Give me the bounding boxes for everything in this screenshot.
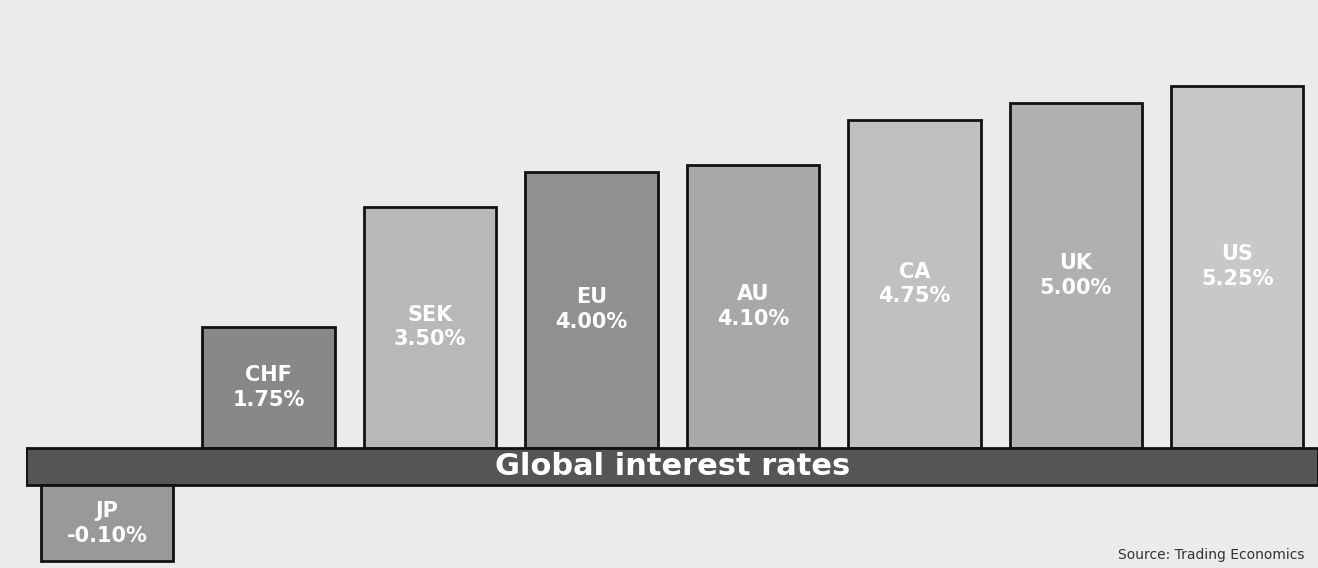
Bar: [203, 327, 335, 448]
Text: AU
4.10%: AU 4.10%: [717, 284, 789, 329]
Text: Source: Trading Economics: Source: Trading Economics: [1118, 548, 1305, 562]
Bar: [1010, 103, 1141, 448]
Text: US
5.25%: US 5.25%: [1201, 244, 1273, 289]
Bar: [687, 165, 818, 448]
Text: Global interest rates: Global interest rates: [494, 452, 850, 481]
Bar: [41, 486, 173, 561]
Bar: [26, 448, 1318, 486]
Text: CHF
1.75%: CHF 1.75%: [232, 365, 304, 410]
Text: JP
-0.10%: JP -0.10%: [67, 501, 148, 546]
Bar: [526, 172, 658, 448]
Bar: [849, 120, 981, 448]
Text: EU
4.00%: EU 4.00%: [555, 287, 627, 332]
Text: UK
5.00%: UK 5.00%: [1040, 253, 1112, 298]
Text: SEK
3.50%: SEK 3.50%: [394, 304, 467, 349]
Text: CA
4.75%: CA 4.75%: [878, 262, 950, 306]
Bar: [364, 207, 496, 448]
Bar: [1172, 86, 1304, 448]
